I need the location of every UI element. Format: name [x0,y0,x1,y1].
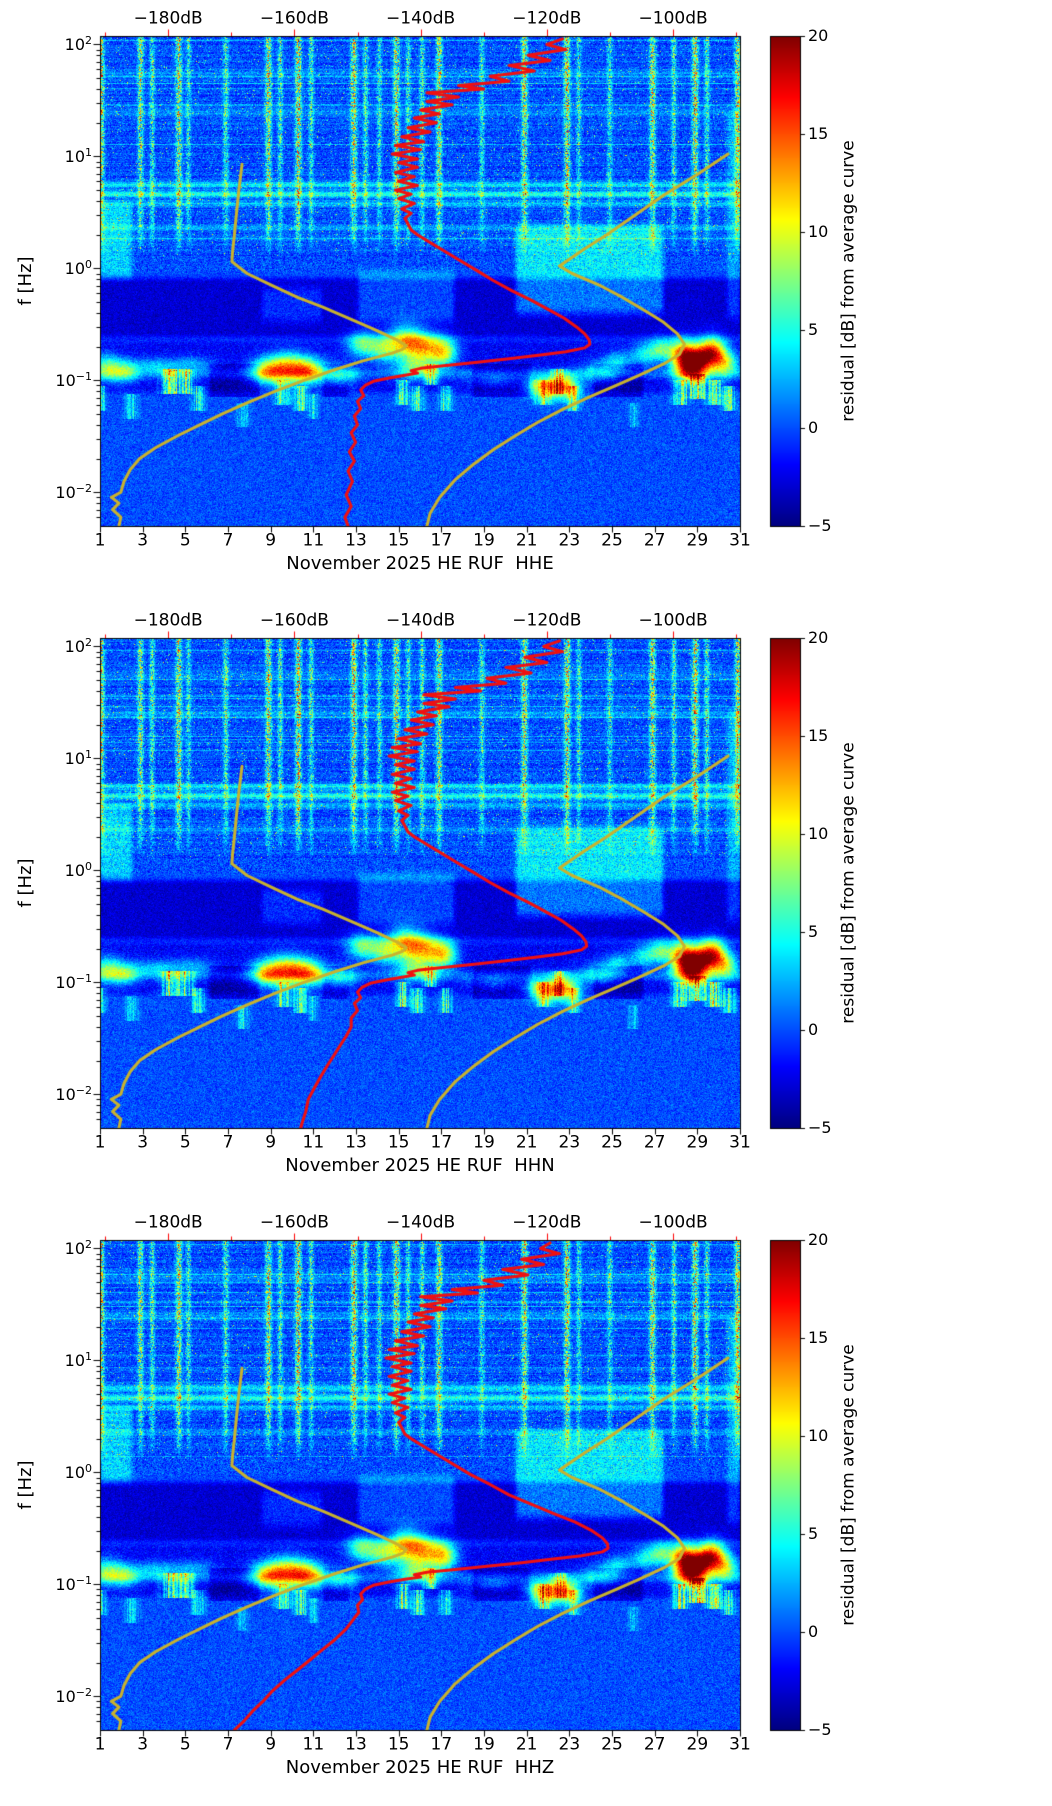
spectrogram-canvas-hhn [0,602,1052,1204]
spectrogram-canvas-hhe [0,0,1052,602]
spectrogram-panel-hhe: November 2025 HE RUF HHE f [Hz] residual… [0,0,1052,602]
spectrogram-canvas-hhz [0,1204,1052,1806]
spectrogram-panel-hhz: November 2025 HE RUF HHZ f [Hz] residual… [0,1204,1052,1806]
spectrogram-panel-hhn: November 2025 HE RUF HHN f [Hz] residual… [0,602,1052,1204]
